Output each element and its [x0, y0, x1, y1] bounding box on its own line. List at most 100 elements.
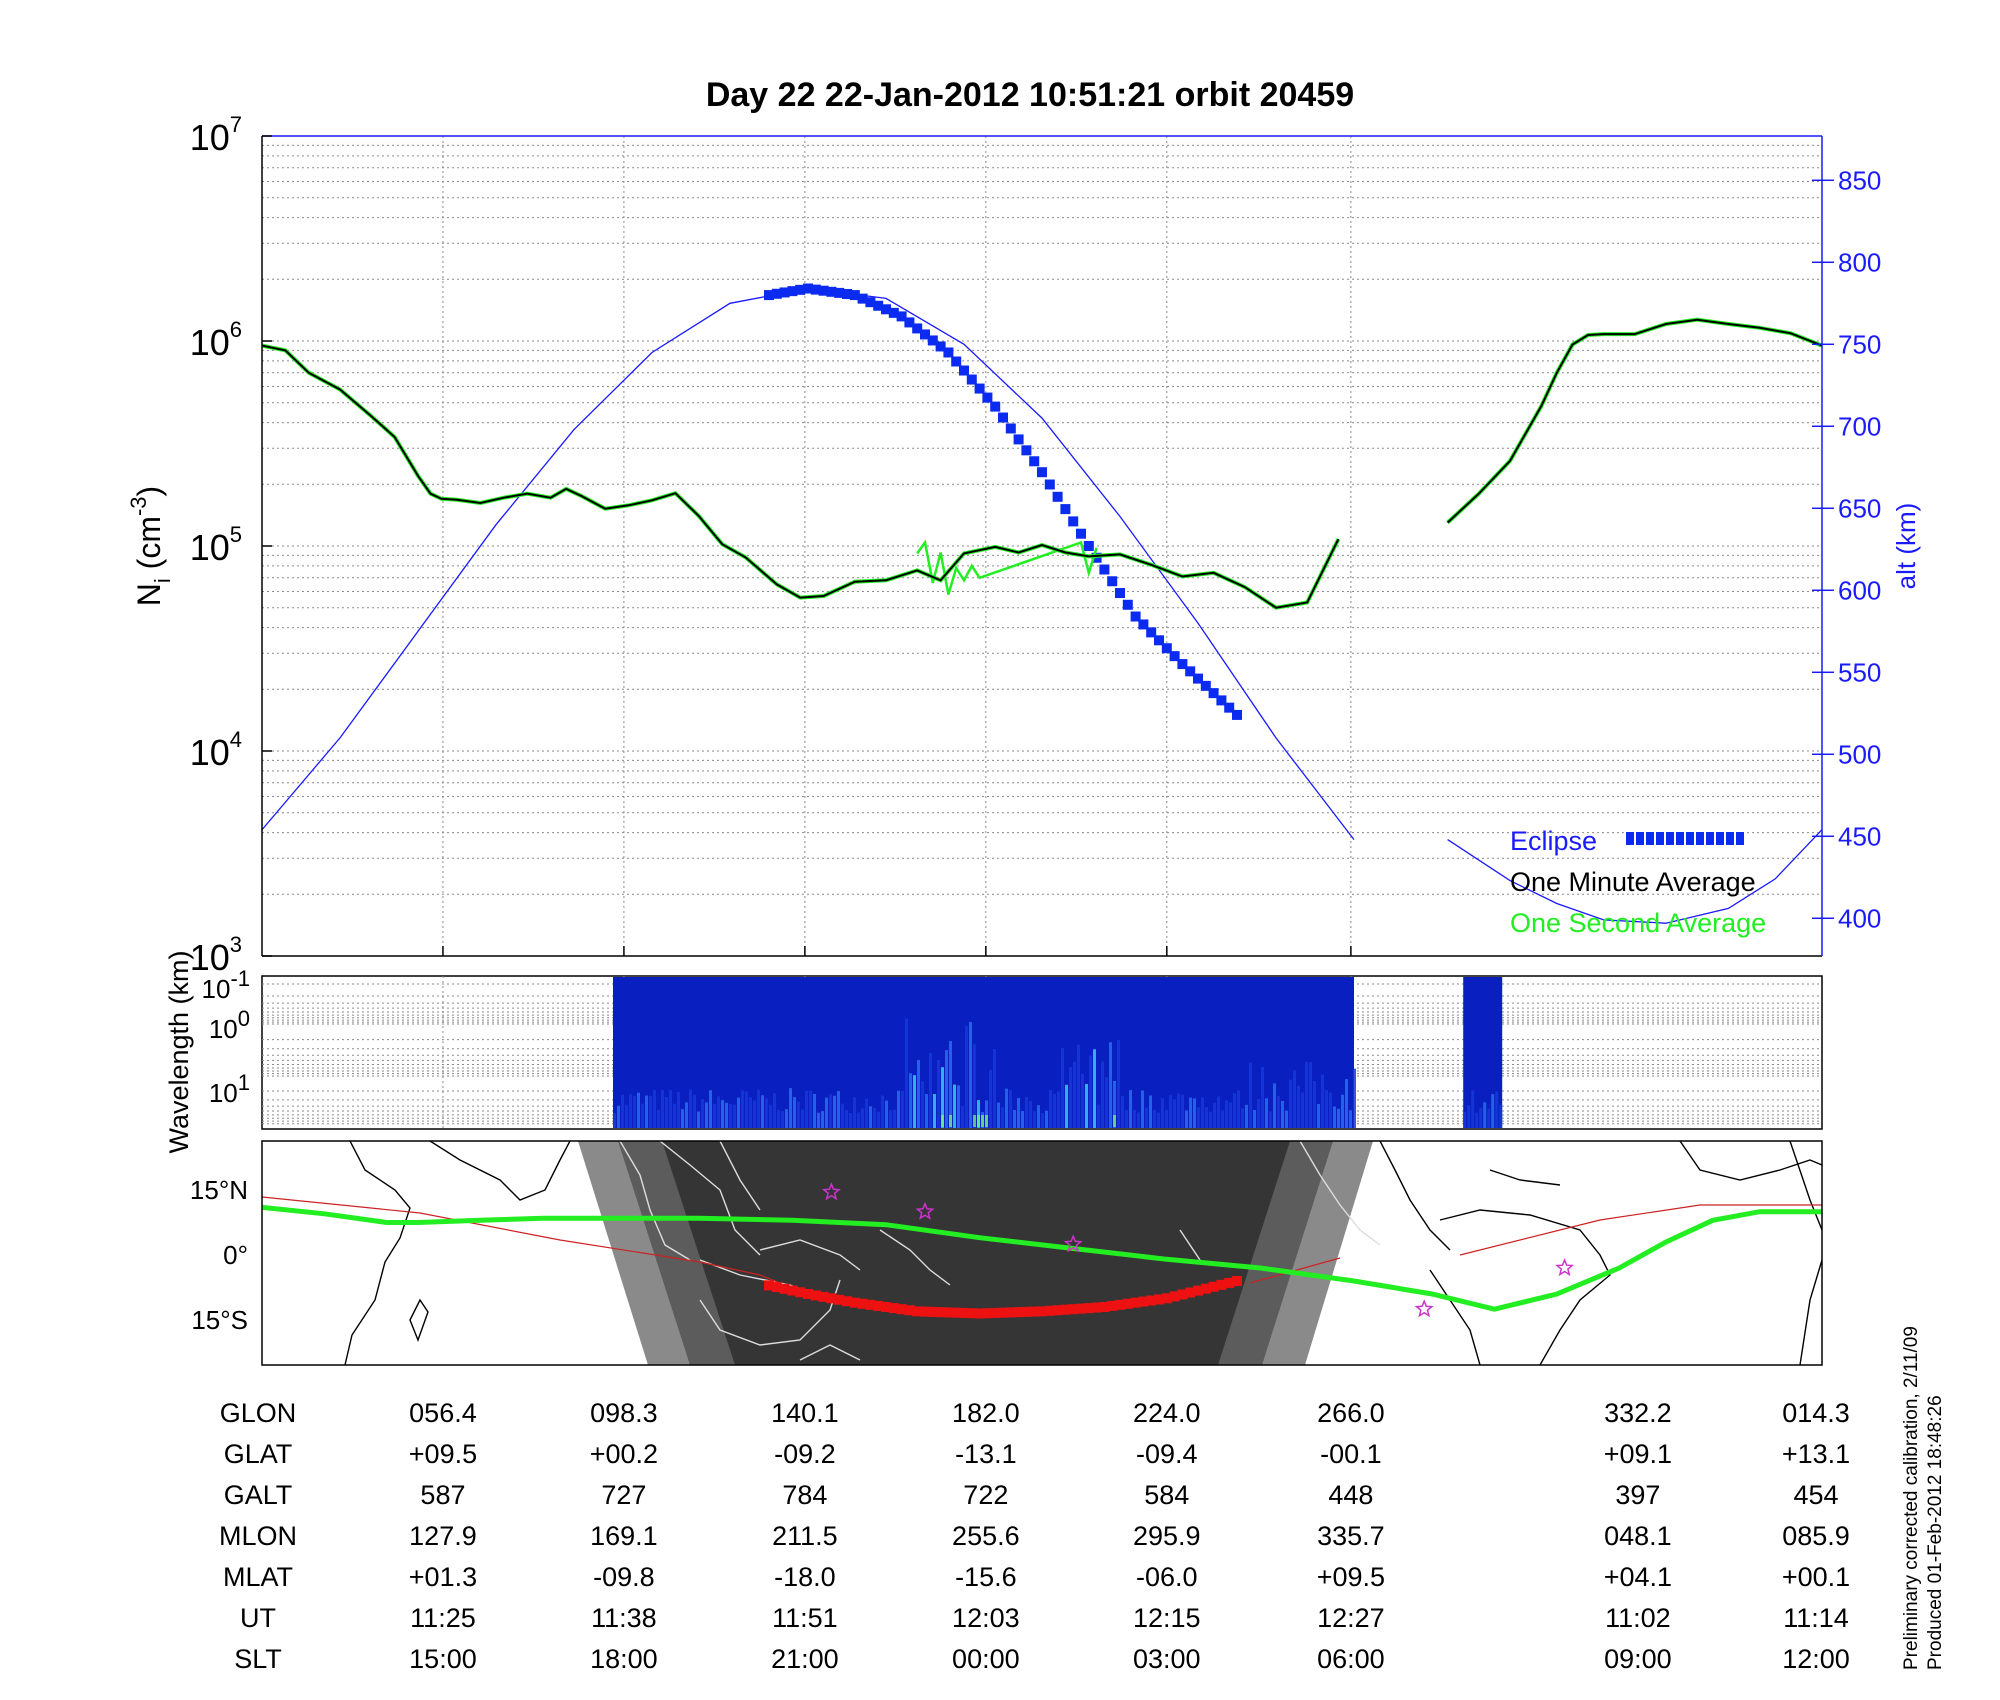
eclipse-track-marker: [1052, 1305, 1063, 1316]
spectrogram-column: [893, 1109, 896, 1128]
eclipse-marker: [920, 329, 930, 340]
eclipse-track-marker: [1005, 1307, 1016, 1318]
eclipse-track-marker: [1060, 1304, 1071, 1315]
spectrogram-column: [857, 1112, 860, 1128]
spectrogram-column: [933, 1094, 936, 1128]
spectrogram-column: [761, 1095, 764, 1128]
table-cell: 211.5: [772, 1521, 838, 1551]
altitude-tick-label: 600: [1838, 575, 1881, 605]
spectrogram-column: [869, 1106, 872, 1128]
eclipse-marker: [959, 365, 969, 376]
spectrogram-column: [1245, 1104, 1248, 1128]
eclipse-track-marker: [771, 1282, 782, 1293]
coastline: [799, 1344, 861, 1361]
spectrogram-column: [949, 1041, 952, 1128]
spectrogram-column: [1321, 1074, 1324, 1128]
spectrogram-column: [1029, 1100, 1032, 1128]
spectrogram-column: [1229, 1102, 1232, 1128]
eclipse-track-marker: [982, 1308, 993, 1319]
spectrogram-column: [741, 1090, 744, 1128]
density-y-ticks: 103 104 105 106 107: [190, 112, 272, 978]
spectrogram-column: [953, 1084, 956, 1128]
spectrogram-column: [1061, 1048, 1064, 1128]
legend-eclipse-square: [1636, 832, 1644, 845]
table-cell: 06:00: [1317, 1644, 1385, 1674]
spectrogram-column: [961, 1105, 964, 1128]
eclipse-marker: [896, 311, 907, 322]
coastline: [619, 1141, 691, 1261]
legend: Eclipse One Minute Average One Second Av…: [1510, 826, 1766, 938]
eclipse-marker: [966, 374, 977, 385]
table-cell: +09.1: [1604, 1439, 1672, 1469]
spectrogram-column: [1491, 1094, 1495, 1128]
one-minute-line: [1446, 318, 1822, 524]
spectrogram-column: [853, 1097, 856, 1128]
spectrogram-column: [701, 1098, 704, 1128]
table-cell: -00.1: [1320, 1439, 1382, 1469]
eclipse-marker: [1130, 611, 1141, 622]
eclipse-marker: [927, 335, 938, 346]
spectrogram-column: [629, 1094, 632, 1128]
wavelength-tick-label: 101: [209, 1070, 250, 1108]
spectrogram-column: [665, 1096, 668, 1128]
table-cell: 048.1: [1604, 1521, 1672, 1551]
table-cell: 255.6: [952, 1521, 1020, 1551]
spectrogram-column: [1097, 1104, 1100, 1128]
spectrogram-column: [725, 1102, 728, 1128]
star-marker: [1063, 1234, 1083, 1253]
spectrogram-column: [881, 1095, 884, 1128]
spectrogram-column: [897, 1090, 900, 1128]
eclipse-marker: [1029, 456, 1040, 467]
legend-eclipse-square: [1736, 832, 1744, 845]
eclipse-marker: [857, 293, 868, 304]
eclipse-track-marker: [927, 1306, 938, 1317]
eclipse-marker: [990, 401, 1001, 412]
spectrogram-hot: [949, 1115, 952, 1127]
spectrogram-column: [849, 1112, 852, 1128]
eclipse-track-marker: [896, 1304, 907, 1315]
spectrogram-column: [1049, 1089, 1052, 1128]
eclipse-marker: [1200, 680, 1211, 691]
spectrogram-column: [1037, 1105, 1040, 1128]
legend-eclipse-square: [1646, 832, 1654, 845]
spectrogram-column: [989, 1069, 992, 1128]
legend-eclipse-square: [1626, 832, 1634, 845]
spectrogram-column: [721, 1100, 724, 1128]
eclipse-marker: [1115, 588, 1125, 599]
altitude-tick-label: 800: [1838, 247, 1881, 277]
spectrogram-column: [1265, 1098, 1268, 1128]
spectrogram-column: [1305, 1061, 1308, 1128]
table-cell: -06.0: [1136, 1562, 1198, 1592]
eclipse-track-marker: [795, 1287, 806, 1298]
spectrogram-column: [621, 1094, 624, 1128]
eclipse-track-marker: [1130, 1297, 1141, 1308]
eclipse-marker: [764, 290, 774, 301]
spectrogram-column: [1017, 1097, 1020, 1128]
eclipse-marker: [1185, 666, 1196, 677]
eclipse-track-marker: [1099, 1302, 1110, 1312]
eclipse-track-marker: [881, 1302, 891, 1312]
table-cell: 454: [1793, 1480, 1838, 1510]
eclipse-marker: [787, 286, 798, 297]
coastline: [1299, 1141, 1381, 1246]
coastline: [1489, 1169, 1561, 1186]
spectrogram-column: [745, 1091, 748, 1128]
eclipse-track-marker: [1044, 1305, 1055, 1316]
eclipse-marker: [888, 307, 899, 318]
eclipse-track-marker: [1091, 1302, 1102, 1313]
spectrogram-block: [613, 977, 1354, 1128]
eclipse-marker: [1021, 445, 1032, 456]
spectrogram-column: [1285, 1110, 1288, 1128]
table-cell: 12:27: [1317, 1603, 1385, 1633]
coastline: [344, 1141, 411, 1365]
star-marker: [1414, 1299, 1434, 1318]
spectrogram-column: [957, 1085, 960, 1128]
table-row-label: MLON: [219, 1521, 297, 1551]
spectrogram-column: [753, 1100, 756, 1128]
table-cell: 18:00: [590, 1644, 658, 1674]
spectrogram-column: [737, 1097, 740, 1128]
density-y-label: Ni (cm-3): [126, 486, 175, 606]
table-cell: 182.0: [952, 1398, 1020, 1428]
spectrogram-column: [1177, 1093, 1180, 1128]
table-cell: 784: [782, 1480, 827, 1510]
